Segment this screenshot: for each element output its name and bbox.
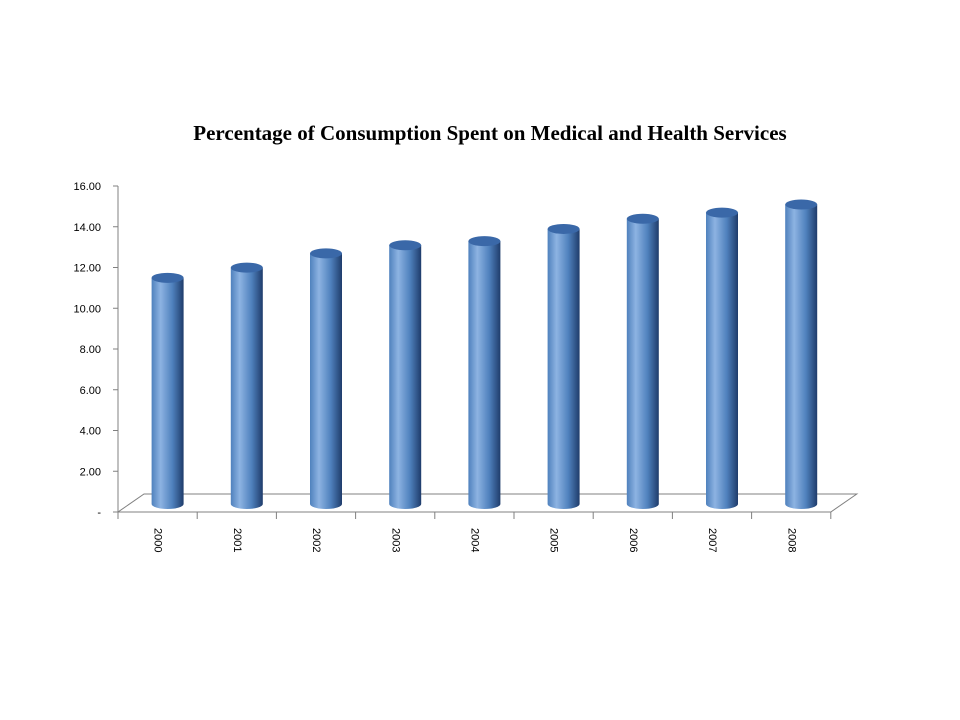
bar-body: [468, 241, 501, 509]
y-tick-label: 2.00: [80, 466, 101, 478]
bar-top: [706, 207, 738, 218]
x-tick-label: 2001: [231, 528, 243, 552]
y-tick-label: 10.00: [73, 303, 101, 315]
bar-body: [151, 277, 184, 509]
x-tick-label: 2006: [627, 528, 639, 552]
bar-body: [706, 212, 738, 509]
bar: [389, 240, 422, 510]
y-tick-label: -: [97, 507, 101, 519]
y-tick-label: 4.00: [80, 426, 101, 438]
bar: [310, 248, 342, 509]
bar-body: [626, 218, 659, 509]
bar: [547, 223, 580, 509]
bar-body: [310, 253, 342, 509]
bar-top: [626, 213, 659, 224]
x-tick-label: 2004: [468, 528, 480, 552]
bar-body: [785, 204, 818, 510]
bar: [151, 272, 184, 509]
chart-title: Percentage of Consumption Spent on Medic…: [193, 121, 787, 145]
bar-top: [468, 236, 501, 247]
bar-body: [230, 267, 263, 509]
x-tick-label: 2008: [785, 528, 797, 552]
bar-body: [389, 245, 422, 510]
bar-top: [151, 272, 184, 283]
y-tick-label: 16.00: [73, 181, 101, 193]
x-tick-label: 2002: [310, 528, 322, 552]
bar: [626, 213, 659, 509]
bar-top: [547, 223, 580, 234]
bar: [785, 199, 818, 510]
x-tick-label: 2007: [706, 528, 718, 552]
y-tick-label: 14.00: [73, 222, 101, 234]
x-tick-label: 2005: [548, 528, 560, 552]
x-tick-label: 2000: [152, 528, 164, 552]
x-tick-label: 2003: [389, 528, 401, 552]
bar-top: [389, 240, 422, 251]
y-tick-label: 12.00: [73, 263, 101, 275]
bar-top: [785, 199, 818, 210]
bar: [468, 236, 501, 509]
bar-top: [310, 248, 342, 259]
bar: [706, 207, 738, 509]
y-tick-label: 6.00: [80, 385, 101, 397]
bar-body: [547, 228, 580, 509]
bar-top: [230, 262, 263, 273]
y-tick-label: 8.00: [80, 344, 101, 356]
bar: [230, 262, 263, 509]
